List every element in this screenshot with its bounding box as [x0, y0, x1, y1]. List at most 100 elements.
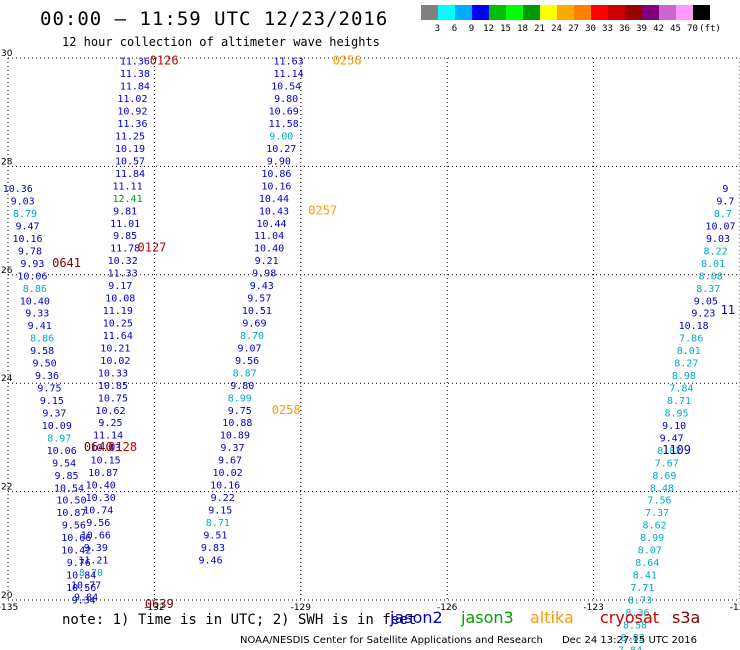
- wave-height-label: 11.64: [103, 331, 133, 342]
- wave-height-label: 11.21: [78, 555, 108, 566]
- pass-number-label: 0127: [138, 241, 167, 255]
- wave-height-label: 10.92: [117, 107, 147, 118]
- wave-height-label: 9.37: [42, 408, 66, 419]
- wave-height-label: 8.27: [674, 359, 698, 370]
- wave-height-label: 8.71: [206, 518, 230, 529]
- wave-height-label: 7.84: [669, 384, 693, 395]
- wave-height-label: 8.70: [79, 568, 103, 579]
- credit-line: NOAA/NESDIS Center for Satellite Applica…: [240, 635, 697, 646]
- wave-height-label: 11.36: [117, 119, 147, 130]
- wave-height-label: 7.86: [679, 334, 703, 345]
- wave-height-label: 8.01: [677, 346, 701, 357]
- wave-height-label: 8.64: [635, 558, 659, 569]
- pass-number-label: 0639: [145, 597, 174, 611]
- wave-height-label: 9.90: [267, 156, 291, 167]
- wave-height-label: 10.33: [98, 368, 128, 379]
- wave-height-label: 9.21: [255, 256, 279, 267]
- wave-height-label: 9.47: [660, 433, 684, 444]
- wave-height-label: 10.43: [259, 206, 289, 217]
- wave-height-label: 10.18: [679, 321, 709, 332]
- wave-height-label: 8.99: [228, 393, 252, 404]
- wave-height-label: 11.78: [110, 244, 140, 255]
- scale-label: 21: [534, 24, 545, 34]
- wave-height-label: 8.95: [665, 408, 689, 419]
- wave-height-label: 11.84: [120, 82, 150, 93]
- y-tick-label: 30: [1, 49, 13, 59]
- wave-height-label: 10.25: [103, 318, 133, 329]
- wave-height-label: 11.58: [269, 119, 299, 130]
- wave-height-label: 11.04: [254, 231, 284, 242]
- wave-height-label: 8.86: [23, 284, 47, 295]
- scale-label: 27: [568, 24, 579, 34]
- credit-spacer: [546, 635, 559, 646]
- wave-height-label: 9.56: [62, 521, 86, 532]
- wave-height-label: 10.54: [54, 483, 84, 494]
- wave-height-label: 10.06: [17, 271, 47, 282]
- x-tick-label: -126: [437, 603, 458, 613]
- legend-cryosat: cryosat: [600, 608, 660, 627]
- wave-height-label: 10.57: [115, 156, 145, 167]
- x-tick-label: -129: [291, 603, 312, 613]
- wave-height-label: 9.23: [691, 309, 715, 320]
- wave-height-label: 10.02: [100, 356, 130, 367]
- wave-height-label: 8.62: [643, 521, 667, 532]
- wave-height-label: 10.40: [20, 296, 50, 307]
- y-tick-label: 26: [1, 266, 13, 276]
- wave-height-label: 10.66: [81, 530, 111, 541]
- wave-height-label: 9.56: [86, 518, 110, 529]
- wave-height-label: 9.50: [33, 359, 57, 370]
- scale-label: 45: [670, 24, 681, 34]
- wave-height-label: 9.37: [220, 443, 244, 454]
- wave-height-label: 8.07: [638, 546, 662, 557]
- chart-subtitle: 12 hour collection of altimeter wave hei…: [62, 35, 380, 49]
- wave-height-label: 10.77: [71, 580, 101, 591]
- wave-height-label: 9.54: [52, 458, 76, 469]
- scale-swatch: [591, 5, 608, 20]
- wave-height-label: 9.78: [18, 246, 42, 257]
- wave-height-label: 9.17: [108, 281, 132, 292]
- x-tick-label: -135: [0, 603, 18, 613]
- wave-height-label: 7.84: [618, 645, 642, 650]
- wave-height-label: 10.66: [61, 533, 91, 544]
- wave-height-label: 11.02: [117, 94, 147, 105]
- wave-height-label: 10.16: [261, 181, 291, 192]
- wave-height-label: 9.00: [269, 132, 293, 143]
- wave-height-label: 9.57: [247, 294, 271, 305]
- wave-height-label: 11.19: [103, 306, 133, 317]
- wave-height-label: 9.47: [15, 221, 39, 232]
- wave-height-label: 9.46: [198, 555, 222, 566]
- wave-height-label: 10.06: [47, 446, 77, 457]
- wave-height-label: 10.16: [210, 481, 240, 492]
- wave-height-label: 10.87: [56, 508, 86, 519]
- scale-swatch: [489, 5, 506, 20]
- wave-height-label: 8.82: [657, 446, 681, 457]
- y-tick-label: 20: [1, 591, 13, 601]
- wave-height-label: 9.76: [67, 558, 91, 569]
- wave-height-label: 9.15: [40, 396, 64, 407]
- generated-timestamp: Dec 24 13:27:15 UTC 2016: [561, 635, 697, 646]
- pass-number-label: 0640: [84, 440, 113, 454]
- chart-title: 00:00 — 11:59 UTC 12/23/2016: [40, 8, 389, 30]
- wave-height-label: 8.41: [633, 571, 657, 582]
- pass-number-label: 11: [721, 303, 735, 317]
- wave-height-label: 10.40: [254, 244, 284, 255]
- wave-height-label: 11.84: [115, 169, 145, 180]
- scale-label: 39: [636, 24, 647, 34]
- pass-number-label: 0257: [308, 203, 337, 217]
- wave-height-label: 10.15: [91, 456, 121, 467]
- y-tick-label: 24: [1, 374, 13, 384]
- legend-altika: altika: [530, 608, 574, 627]
- scale-label: 6: [451, 24, 458, 34]
- wave-height-label: 10.08: [105, 294, 135, 305]
- wave-height-label: 9.80: [230, 381, 254, 392]
- wave-height-label: 9.98: [252, 269, 276, 280]
- y-tick-label: 22: [1, 483, 12, 493]
- scale-swatch: [523, 5, 540, 20]
- pass-number-label: 0126: [150, 54, 179, 68]
- wave-height-label: 9.05: [694, 296, 718, 307]
- scale-label: 36: [619, 24, 630, 34]
- wave-height-label: 9.75: [228, 406, 252, 417]
- wave-height-label: 10.09: [42, 421, 72, 432]
- scale-label: 33: [602, 24, 613, 34]
